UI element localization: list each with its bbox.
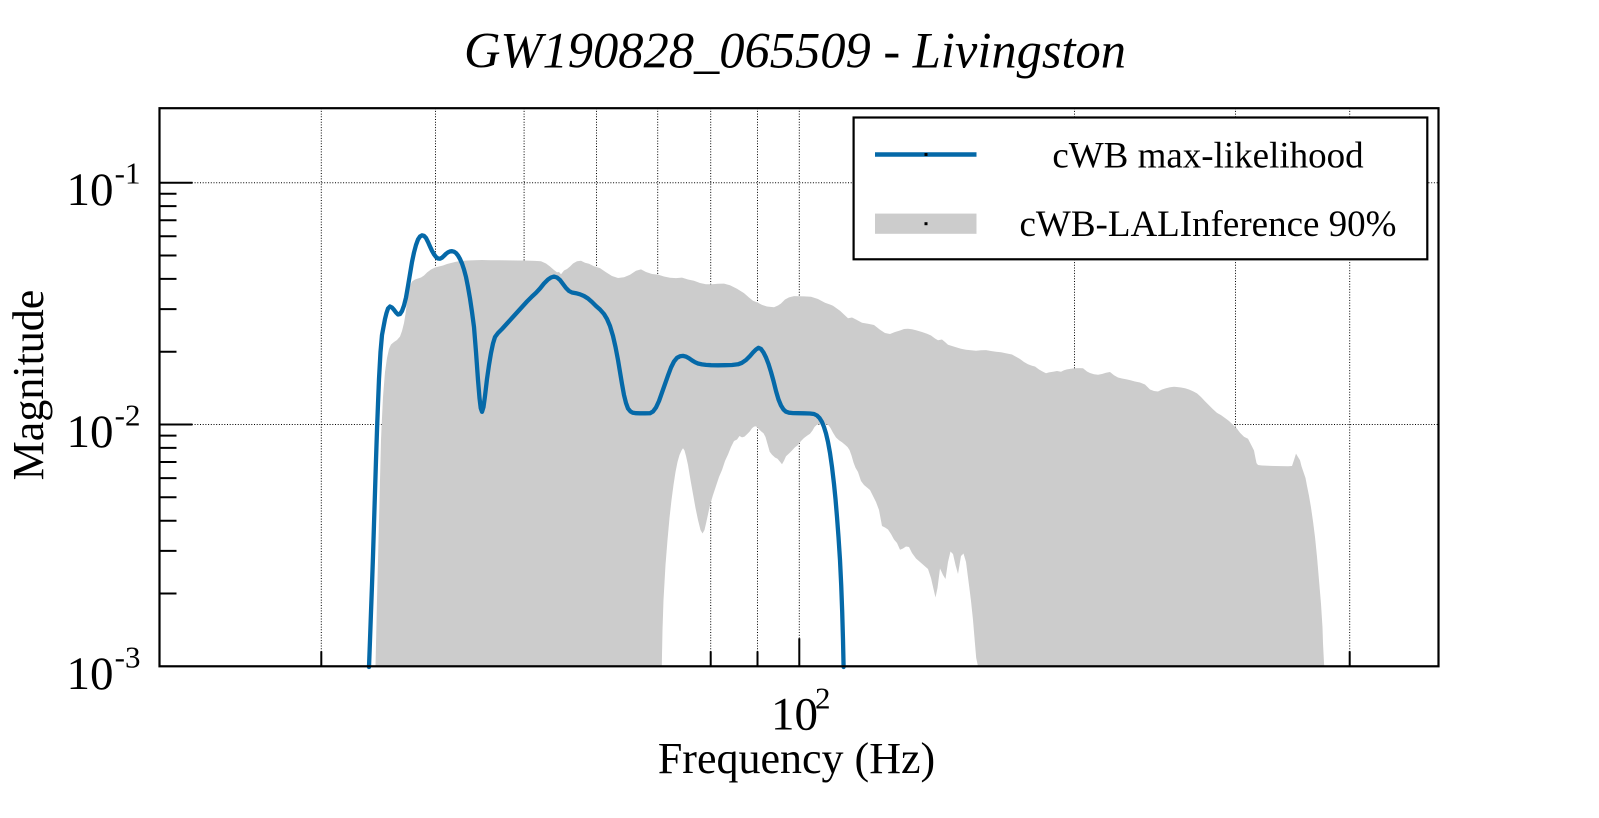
svg-text:2: 2 xyxy=(815,681,831,716)
svg-text:-2: -2 xyxy=(115,398,141,433)
svg-text:Magnitude: Magnitude xyxy=(4,290,53,481)
svg-text:-1: -1 xyxy=(115,156,141,191)
svg-text:GW190828_065509 - Livingston: GW190828_065509 - Livingston xyxy=(464,23,1126,79)
svg-text:cWB-LALInference 90%: cWB-LALInference 90% xyxy=(1020,204,1397,245)
svg-text:10: 10 xyxy=(67,164,114,216)
svg-text:10: 10 xyxy=(67,406,114,458)
svg-text:Frequency (Hz): Frequency (Hz) xyxy=(658,734,935,783)
svg-text:-3: -3 xyxy=(115,639,141,674)
svg-text:cWB max-likelihood: cWB max-likelihood xyxy=(1052,136,1364,177)
svg-text:10: 10 xyxy=(771,689,818,741)
svg-text:10: 10 xyxy=(67,648,114,700)
